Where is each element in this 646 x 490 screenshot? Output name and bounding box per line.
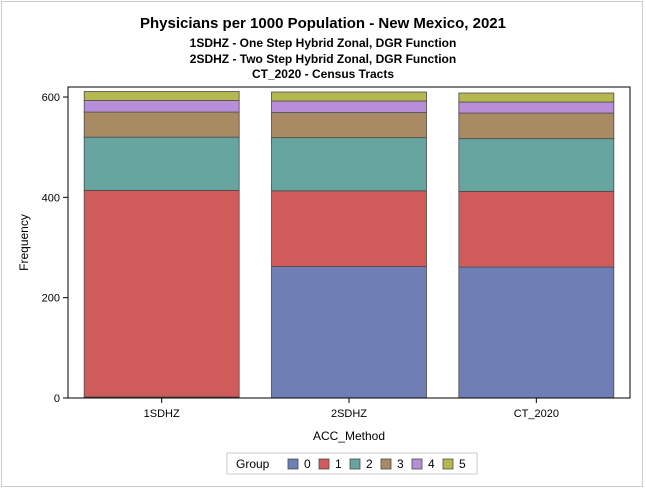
- bar-2SDHZ-group-5: [271, 91, 427, 102]
- x-tick-label: CT_2020: [514, 408, 559, 420]
- y-tick-label: 0: [54, 393, 60, 405]
- legend-label-0: 0: [304, 457, 311, 471]
- y-tick-label: 400: [42, 192, 60, 204]
- legend-swatch-4: [411, 458, 423, 470]
- legend-label-4: 4: [428, 457, 435, 471]
- x-tick-label: 2SDHZ: [331, 408, 367, 420]
- legend-swatch-5: [442, 458, 454, 470]
- chart-subtitle-2: 2SDHZ - Two Step Hybrid Zonal, DGR Funct…: [189, 52, 457, 66]
- bar-CT_2020-group-1: [458, 190, 615, 268]
- bar-2SDHZ-group-3: [271, 112, 427, 139]
- legend-label-2: 2: [366, 457, 373, 471]
- legend-swatch-1: [318, 458, 330, 470]
- legend-label-1: 1: [335, 457, 342, 471]
- y-tick-label: 600: [42, 92, 60, 104]
- legend-swatch-2: [349, 458, 361, 470]
- bar-2SDHZ-group-2: [271, 137, 427, 192]
- bar-1SDHZ-group-1: [83, 189, 240, 398]
- bar-1SDHZ-group-3: [83, 111, 240, 138]
- y-axis: 0 200 400 600: [42, 92, 68, 405]
- legend-swatch-3: [380, 458, 392, 470]
- legend-title: Group: [236, 457, 270, 471]
- bar-2SDHZ-group-0: [271, 266, 427, 399]
- bars-layer: [83, 91, 615, 399]
- bar-2SDHZ-group-4: [271, 100, 427, 113]
- chart-subtitle-1: 1SDHZ - One Step Hybrid Zonal, DGR Funct…: [189, 36, 457, 50]
- bar-1SDHZ-group-2: [83, 136, 240, 191]
- y-axis-label: Frequency: [17, 214, 31, 271]
- bar-2SDHZ-group-1: [271, 190, 427, 267]
- bar-CT_2020-group-2: [458, 138, 615, 192]
- x-axis-label: ACC_Method: [313, 429, 385, 443]
- legend-label-3: 3: [397, 457, 404, 471]
- bar-CT_2020-group-5: [458, 92, 615, 103]
- legend-swatch-0: [287, 458, 299, 470]
- bar-1SDHZ-group-5: [83, 91, 240, 101]
- chart-subtitle-3: CT_2020 - Census Tracts: [251, 67, 395, 81]
- x-axis: 1SDHZ 2SDHZ CT_2020: [144, 398, 559, 420]
- bar-1SDHZ-group-4: [83, 100, 240, 113]
- legend-label-5: 5: [459, 457, 466, 471]
- legend: Group 0 1 2 3 4 5: [226, 452, 478, 475]
- y-tick-label: 200: [42, 293, 60, 305]
- bar-CT_2020-group-3: [458, 112, 615, 140]
- bar-CT_2020-group-0: [458, 266, 615, 399]
- chart-title: Physicians per 1000 Population - New Mex…: [140, 15, 506, 32]
- bar-CT_2020-group-4: [458, 101, 615, 114]
- x-tick-label: 1SDHZ: [144, 408, 180, 420]
